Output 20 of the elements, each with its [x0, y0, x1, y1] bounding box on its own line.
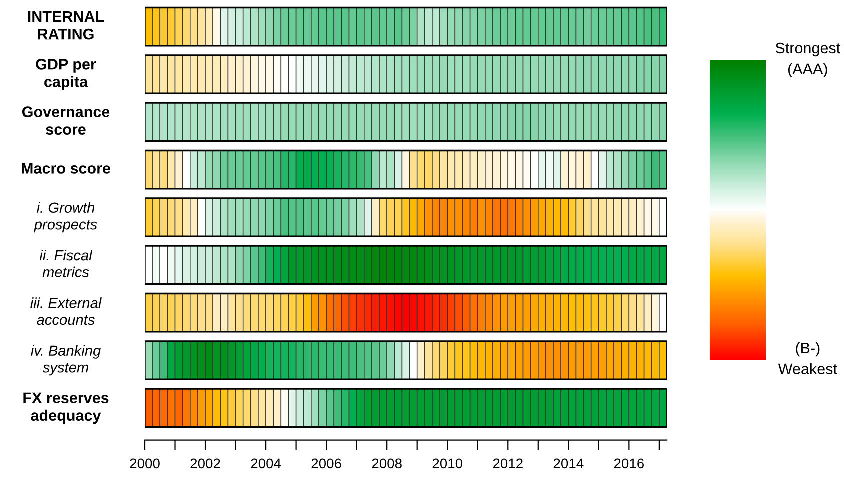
y-tick-label: i. Growth prospects — [34, 202, 98, 233]
y-tick-label: FX reserves adequacy — [24, 392, 109, 424]
x-tick-label: 2012 — [493, 458, 523, 469]
x-tick-label: 2008 — [372, 458, 402, 469]
y-tick-label: iv. Banking system — [31, 345, 102, 376]
y-tick-label: iii. External accounts — [30, 298, 102, 326]
y-tick-label: Macro score — [22, 163, 110, 174]
color-bar-label: (B-) Weakest — [778, 342, 838, 375]
x-tick-label: 2000 — [130, 458, 160, 469]
x-tick-label: 2014 — [554, 458, 584, 469]
x-tick-label: 2002 — [190, 458, 220, 469]
x-tick-label: 2004 — [251, 458, 282, 469]
y-tick-label: ii. Fiscal metrics — [40, 250, 93, 278]
x-tick-label: 2016 — [614, 458, 644, 469]
y-tick-label: GDP per capita — [36, 59, 96, 90]
x-tick-label: 2006 — [312, 458, 342, 469]
y-tick-label: INTERNAL RATING — [28, 11, 104, 40]
color-bar-label: Strongest (AAA) — [776, 42, 840, 78]
x-tick-label: 2010 — [432, 458, 463, 469]
y-tick-label: Governance score — [22, 106, 110, 136]
